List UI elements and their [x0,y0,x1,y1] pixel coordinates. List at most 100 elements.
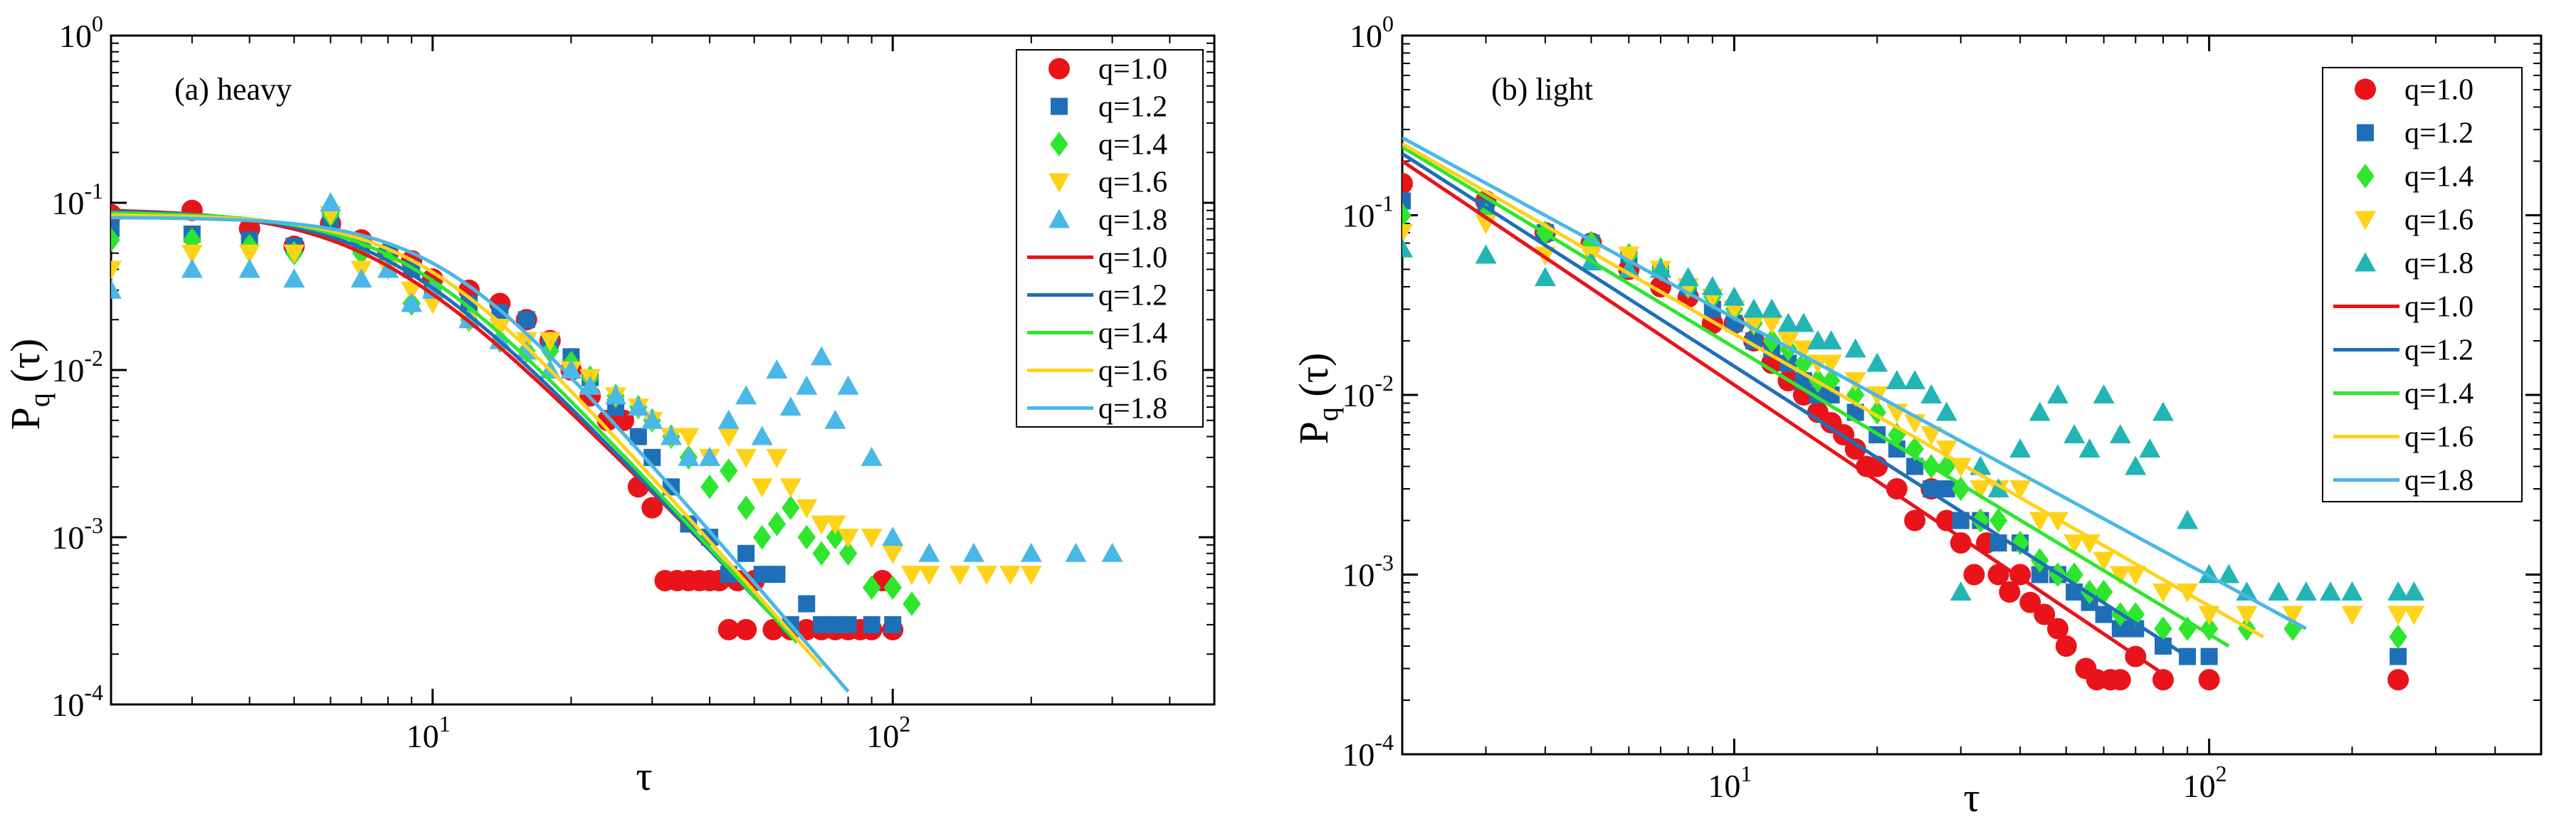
panel-label-light: (b) light [1491,72,1593,107]
data-point [1534,267,1556,287]
data-point [2341,581,2363,601]
legend-marker [1048,173,1070,193]
data-point [812,541,831,566]
y-axis-title-heavy: Pq (τ) [2,339,56,431]
data-point [1886,478,1908,500]
data-point [751,478,773,498]
data-point [798,595,816,613]
data-point [2093,551,2115,571]
data-point [181,258,203,278]
data-point [766,359,788,379]
series-markers-q-1.6 [111,206,1042,586]
data-point [976,566,998,586]
data-point [1844,372,1866,392]
y-tick-label: 10-2 [1342,370,1394,413]
legend-label: q=1.8 [1098,204,1167,237]
data-point [918,566,940,586]
data-point [1820,329,1842,349]
legend-label: q=1.8 [2404,465,2474,497]
data-point [861,529,883,548]
data-point [2152,401,2174,421]
data-point [900,566,922,586]
y-tick-label: 10-1 [51,178,103,221]
data-point [766,448,788,468]
data-point [1761,315,1783,334]
legend-light: q=1.0 q=1.2 q=1.4 q=1.6 q=1.8 q=1.0 q=1.2 q=1.4… [2322,67,2523,502]
data-point [2139,438,2161,458]
y-tick-label: 10-4 [51,680,103,723]
data-point [2387,606,2409,625]
data-point [2152,583,2174,603]
legend-label: q=1.6 [2404,204,2474,237]
data-point [2319,581,2341,601]
data-point [678,446,700,466]
data-point [2009,480,2031,500]
data-point [238,244,261,264]
data-point [2034,603,2056,625]
x-tick-label: 102 [2183,761,2227,804]
data-point [861,446,883,466]
data-point [1844,338,1866,358]
data-point [1987,564,2009,586]
legend-heavy: q=1.0 q=1.2 q=1.4 q=1.6 q=1.8 q=1.0 q=1.2 q=1.4… [1016,49,1204,428]
x-tick-label: 102 [866,711,910,754]
data-point [2064,424,2086,444]
data-point [2198,669,2220,691]
data-point [1866,352,1888,372]
legend-label: q=1.2 [2404,334,2474,367]
data-point [2064,534,2086,554]
data-point [1792,340,1814,360]
data-point [838,541,858,566]
y-tick-label: 10-2 [51,345,103,389]
legend-label: q=1.6 [1098,167,1167,199]
fit-line-q-1.8 [111,216,850,693]
data-point [2055,635,2077,657]
data-point [2390,648,2407,665]
data-point [2029,401,2051,421]
data-point [1101,542,1123,562]
legend-marker [1048,58,1070,80]
data-point [539,332,561,352]
data-point [963,542,985,562]
data-point [2403,606,2425,625]
legend-label: q=1.4 [1098,317,1167,350]
data-point [283,244,305,264]
data-point [717,618,740,640]
data-point [2011,530,2029,556]
data-point [882,527,904,546]
data-point [1761,298,1783,318]
legend-marker [2355,211,2376,231]
data-point [2236,581,2258,601]
data-point [111,279,122,299]
data-point [700,475,719,500]
data-point [796,499,818,519]
data-point [719,458,738,483]
data-point [2095,606,2113,623]
data-point [824,409,846,429]
y-tick-label: 10-3 [1342,550,1394,593]
data-point [2029,512,2051,532]
data-point [735,618,757,640]
data-point [2046,384,2068,403]
data-point [779,478,801,498]
data-point [779,396,801,416]
data-point [489,319,511,339]
legend-label: q=1.2 [2404,117,2474,150]
data-point [1020,542,1042,562]
legend-marker [2356,164,2375,189]
fit-line-q-1.0 [1402,159,2165,676]
data-point [2282,606,2304,625]
data-point [1920,426,1942,446]
data-point [641,497,663,519]
plot-area-light [1402,136,2425,691]
data-point [737,495,755,520]
data-point [1950,532,1972,554]
data-point [1065,542,1087,562]
data-point [111,260,122,280]
y-tick-label: 10-4 [1342,729,1394,773]
data-point [1999,581,2021,603]
fit-line-q-1.4 [1402,145,2230,648]
data-point [1402,173,1413,195]
data-point [238,258,261,278]
data-point [751,426,773,445]
